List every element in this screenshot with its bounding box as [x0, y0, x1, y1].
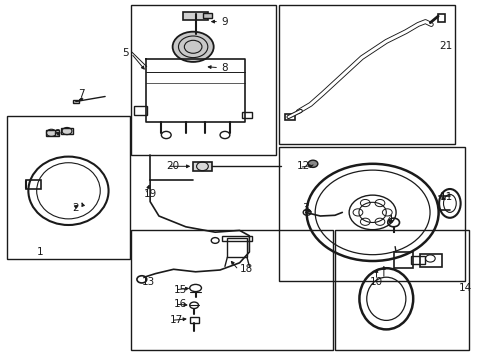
Text: 21: 21 [438, 41, 451, 51]
Text: 7: 7 [78, 89, 85, 99]
Bar [46, 130, 59, 136]
Bar [335, 230, 468, 350]
Bar [419, 254, 441, 267]
Text: 1: 1 [37, 247, 43, 257]
Text: 8: 8 [221, 63, 227, 73]
Bar [193, 162, 211, 171]
Text: 10: 10 [369, 276, 382, 287]
Bar [410, 256, 425, 264]
Text: 2: 2 [72, 203, 79, 213]
Bar [437, 14, 445, 22]
Text: 18: 18 [239, 264, 252, 274]
Bar [183, 12, 207, 20]
Ellipse shape [307, 160, 317, 167]
Text: 13: 13 [142, 276, 155, 287]
Text: 6: 6 [53, 129, 60, 139]
Bar [222, 236, 251, 241]
Text: 9: 9 [221, 17, 227, 27]
Bar [203, 13, 211, 18]
Text: 14: 14 [458, 283, 471, 293]
Text: 16: 16 [173, 299, 186, 309]
Ellipse shape [172, 32, 213, 62]
Bar [279, 147, 464, 281]
Bar [393, 252, 412, 268]
Text: 19: 19 [144, 189, 157, 199]
Text: 20: 20 [166, 161, 179, 171]
Text: 17: 17 [169, 315, 183, 325]
Bar [26, 180, 41, 189]
Text: 15: 15 [173, 285, 186, 295]
Text: 11: 11 [439, 192, 452, 202]
Text: 3: 3 [302, 203, 308, 213]
Bar [61, 128, 73, 134]
Bar [284, 114, 295, 120]
Bar [73, 100, 79, 103]
Text: 5: 5 [122, 48, 128, 58]
Bar [279, 5, 454, 144]
Bar [134, 106, 146, 115]
Bar [189, 317, 198, 323]
Bar [227, 238, 246, 257]
Bar [131, 230, 332, 350]
Text: 12: 12 [297, 161, 310, 171]
Text: 4: 4 [386, 215, 392, 225]
Bar [131, 5, 276, 155]
Bar [7, 116, 129, 259]
Bar [242, 112, 251, 118]
